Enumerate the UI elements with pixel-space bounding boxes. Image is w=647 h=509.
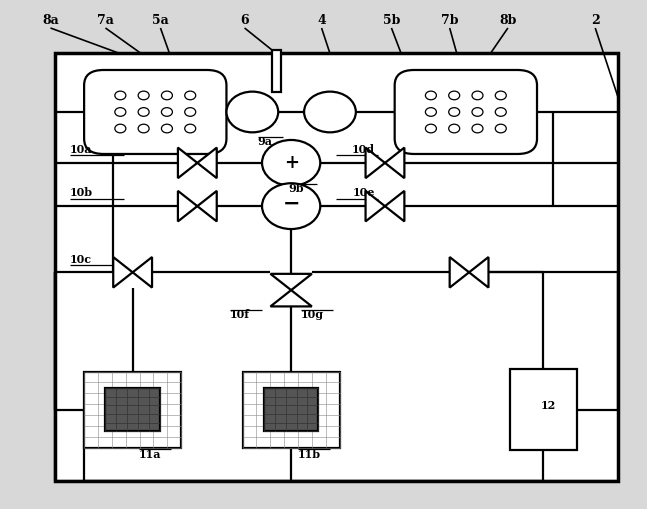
Bar	[105, 388, 160, 431]
Text: 7a: 7a	[97, 14, 114, 27]
Polygon shape	[197, 148, 217, 178]
Circle shape	[495, 107, 506, 117]
Circle shape	[161, 91, 172, 100]
Text: 12: 12	[540, 400, 556, 411]
Text: 10d: 10d	[352, 144, 375, 155]
Text: 10g: 10g	[301, 309, 324, 321]
FancyBboxPatch shape	[395, 70, 537, 154]
Bar	[509, 369, 577, 450]
Circle shape	[161, 124, 172, 133]
Polygon shape	[113, 257, 133, 288]
Text: 5a: 5a	[152, 14, 169, 27]
Circle shape	[115, 107, 126, 117]
Circle shape	[138, 124, 149, 133]
Circle shape	[262, 183, 320, 229]
Text: 10c: 10c	[70, 253, 92, 265]
Text: 7b: 7b	[441, 14, 459, 27]
Circle shape	[115, 91, 126, 100]
Polygon shape	[270, 274, 312, 290]
Text: 9b: 9b	[288, 183, 303, 194]
Circle shape	[448, 107, 459, 117]
Bar	[243, 372, 340, 448]
Text: 10e: 10e	[353, 187, 375, 198]
Polygon shape	[385, 148, 404, 178]
Circle shape	[425, 91, 436, 100]
Text: 10f: 10f	[230, 309, 250, 321]
Circle shape	[448, 91, 459, 100]
Polygon shape	[178, 191, 197, 221]
Text: 10a: 10a	[70, 144, 93, 155]
Circle shape	[226, 92, 278, 132]
Polygon shape	[366, 191, 385, 221]
Circle shape	[262, 140, 320, 186]
Polygon shape	[450, 257, 469, 288]
Bar	[55, 53, 618, 481]
Text: 11a: 11a	[139, 449, 162, 460]
Circle shape	[495, 91, 506, 100]
Circle shape	[184, 124, 195, 133]
Circle shape	[138, 107, 149, 117]
Circle shape	[472, 91, 483, 100]
Polygon shape	[197, 191, 217, 221]
Polygon shape	[270, 290, 312, 306]
Text: 4: 4	[317, 14, 326, 27]
Text: 2: 2	[591, 14, 600, 27]
Polygon shape	[178, 148, 197, 178]
Circle shape	[425, 124, 436, 133]
Circle shape	[425, 107, 436, 117]
Circle shape	[161, 107, 172, 117]
Bar	[84, 372, 181, 448]
Circle shape	[184, 91, 195, 100]
Text: 6: 6	[240, 14, 249, 27]
Bar	[272, 50, 281, 92]
Text: 10b: 10b	[70, 187, 93, 198]
FancyBboxPatch shape	[84, 70, 226, 154]
Circle shape	[472, 124, 483, 133]
Circle shape	[448, 124, 459, 133]
Text: 5b: 5b	[383, 14, 400, 27]
Polygon shape	[385, 191, 404, 221]
Circle shape	[115, 124, 126, 133]
Circle shape	[138, 91, 149, 100]
Polygon shape	[133, 257, 152, 288]
Text: +: +	[283, 154, 299, 172]
Polygon shape	[366, 148, 385, 178]
Bar	[264, 388, 318, 431]
Circle shape	[184, 107, 195, 117]
Circle shape	[304, 92, 356, 132]
Text: 9a: 9a	[258, 136, 272, 148]
Polygon shape	[469, 257, 488, 288]
Circle shape	[472, 107, 483, 117]
Text: 11b: 11b	[298, 449, 321, 460]
Text: 8b: 8b	[499, 14, 516, 27]
Text: −: −	[282, 194, 300, 214]
Circle shape	[495, 124, 506, 133]
Text: 8a: 8a	[42, 14, 59, 27]
